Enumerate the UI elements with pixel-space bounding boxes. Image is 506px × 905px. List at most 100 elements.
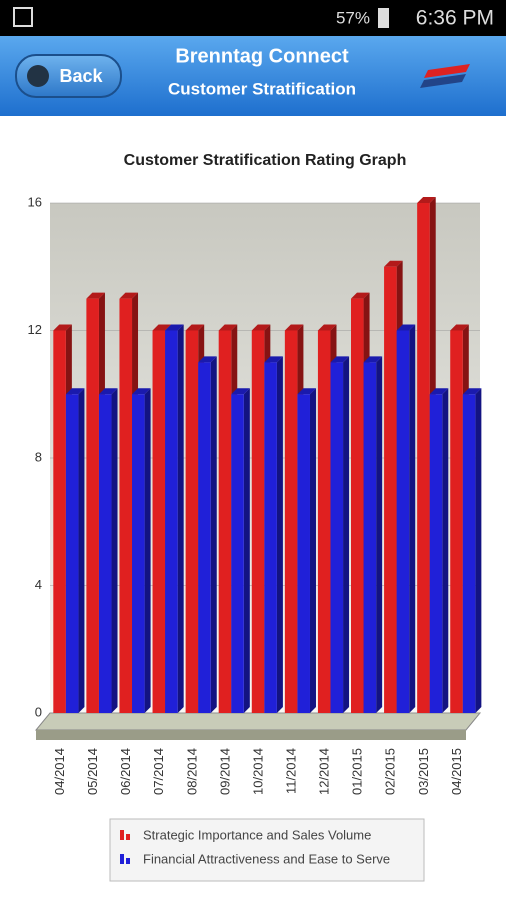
legend-label: Strategic Importance and Sales Volume: [143, 827, 371, 842]
x-tick-label: 09/2014: [217, 748, 232, 795]
logo: [420, 74, 466, 88]
bar: [86, 298, 99, 713]
bar: [396, 330, 410, 713]
bar: [165, 330, 178, 713]
x-tick-label: 03/2015: [416, 748, 431, 795]
floor: [34, 712, 482, 731]
legend: [109, 818, 425, 882]
bar: [462, 394, 476, 713]
status-bar: [0, 0, 506, 36]
x-tick-label: 12/2014: [317, 748, 332, 795]
bar-side: [442, 388, 449, 713]
bar-top: [462, 388, 482, 395]
bar-side: [309, 388, 316, 713]
bar-top: [396, 324, 416, 331]
bar-top: [65, 388, 85, 395]
legend-swatch: [120, 854, 124, 864]
bar: [98, 394, 112, 713]
x-tick-label: 08/2014: [184, 748, 199, 795]
bar-side: [144, 388, 151, 713]
bar-top: [198, 356, 217, 363]
bar-top: [132, 388, 151, 395]
bar-side: [111, 388, 118, 713]
bar: [351, 298, 364, 713]
bar: [231, 394, 244, 713]
bar-top: [450, 324, 469, 331]
bar: [251, 330, 265, 713]
legend-swatch: [120, 830, 124, 840]
x-tick-label: 04/2014: [52, 748, 67, 795]
bar-top: [384, 260, 403, 267]
bar-top: [351, 292, 370, 299]
back-icon[interactable]: [27, 65, 49, 87]
legend-swatch: [126, 858, 130, 864]
bar-top: [317, 324, 337, 331]
bar-side: [243, 388, 250, 713]
bar-top: [86, 292, 105, 299]
bar-side: [409, 324, 416, 713]
bar-top: [231, 388, 250, 395]
bar-top: [363, 356, 383, 363]
bar-top: [218, 324, 238, 331]
app-title: Brenntag Connect: [175, 45, 349, 67]
bar: [65, 394, 79, 713]
x-tick-label: 01/2015: [350, 748, 365, 795]
logo: [424, 64, 470, 78]
bar-side: [343, 356, 350, 713]
bar: [330, 362, 344, 713]
clock: 6:36 PM: [416, 7, 494, 30]
bar: [218, 330, 232, 713]
bar: [198, 362, 211, 713]
bar-top: [417, 197, 436, 203]
bar-side: [210, 356, 217, 713]
bar: [132, 394, 145, 713]
bar: [417, 203, 430, 713]
bar: [119, 298, 133, 713]
x-tick-label: 07/2014: [151, 748, 166, 795]
back-label[interactable]: Back: [59, 66, 103, 86]
x-tick-label: 10/2014: [250, 748, 265, 795]
y-tick-label: 4: [35, 577, 42, 592]
bar: [264, 362, 277, 713]
back-button[interactable]: Back: [15, 54, 122, 98]
bar-top: [53, 324, 72, 331]
notification-icon: [13, 7, 33, 27]
chart-title: Customer Stratification Rating Graph: [124, 152, 407, 169]
bar-top: [284, 324, 304, 331]
x-tick-label: 02/2015: [383, 748, 398, 795]
bar: [450, 330, 463, 713]
bar-top: [330, 356, 350, 363]
bar: [284, 330, 298, 713]
back-button-bg[interactable]: [15, 54, 122, 98]
y-tick-label: 0: [35, 704, 42, 719]
battery-level: 57%: [336, 8, 370, 27]
x-tick-label: 05/2014: [85, 748, 100, 795]
bar-top: [152, 324, 172, 331]
bar: [297, 394, 310, 713]
bar-top: [251, 324, 271, 331]
bar-top: [165, 324, 184, 331]
x-tick-label: 06/2014: [118, 748, 133, 795]
legend-label: Financial Attractiveness and Ease to Ser…: [143, 851, 390, 866]
bar-top: [264, 356, 283, 363]
bar-side: [376, 356, 383, 713]
floor-edge: [36, 730, 466, 740]
x-tick-label: 04/2015: [449, 748, 464, 795]
bar-top: [98, 388, 118, 395]
bar-side: [276, 356, 283, 713]
bar-side: [177, 324, 184, 713]
bar: [317, 330, 331, 713]
bar-top: [297, 388, 316, 395]
bar: [363, 362, 377, 713]
bar: [53, 330, 66, 713]
y-tick-label: 16: [28, 194, 42, 209]
battery-icon: [378, 8, 389, 28]
page-title: Customer Stratification: [168, 79, 356, 98]
bar: [152, 330, 166, 713]
bar: [185, 330, 199, 713]
bar-top: [119, 292, 139, 299]
bar-top: [429, 388, 449, 395]
bar-side: [475, 388, 482, 713]
